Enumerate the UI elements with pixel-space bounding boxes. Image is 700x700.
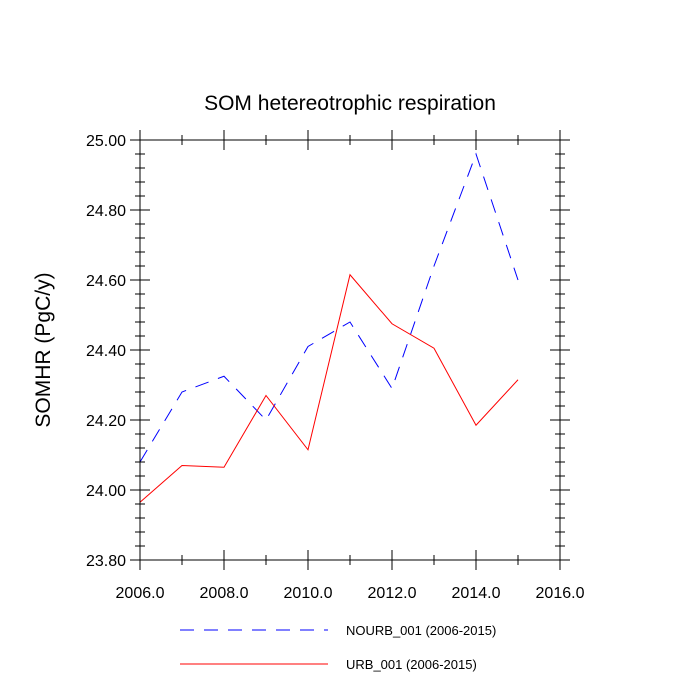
series-line-nourb_001 xyxy=(139,152,519,463)
x-tick-label: 2014.0 xyxy=(452,585,501,602)
y-tick-label: 24.40 xyxy=(86,343,126,360)
x-tick-label: 2016.0 xyxy=(536,585,585,602)
y-tick-label: 24.20 xyxy=(86,413,126,430)
x-tick-label: 2006.0 xyxy=(116,585,165,602)
axes: 2006.0 2008.0 2010.0 2012.0 2014.0 2016.0 23.8… xyxy=(86,130,585,602)
legend-label: NOURB_001 (2006-2015) xyxy=(346,623,496,638)
y-tick-label: 24.00 xyxy=(86,483,126,500)
y-tick-label: 24.60 xyxy=(86,273,126,290)
y-tick-label: 23.80 xyxy=(86,553,126,570)
x-tick-label: 2010.0 xyxy=(284,585,333,602)
x-tick-label: 2008.0 xyxy=(200,585,249,602)
legend-label: URB_001 (2006-2015) xyxy=(346,657,477,672)
y-tick-label: 24.80 xyxy=(86,203,126,220)
chart-title: SOM hetereotrophic respiration xyxy=(204,92,496,115)
y-tick-label: 25.00 xyxy=(86,133,126,150)
plot-frame xyxy=(139,139,561,561)
series-line-urb_001 xyxy=(139,273,519,503)
plot-area xyxy=(139,152,519,503)
x-tick-label: 2012.0 xyxy=(368,585,417,602)
legend: NOURB_001 (2006-2015) URB_001 (2006-2015) xyxy=(180,623,496,672)
y-axis-label: SOMHR (PgC/y) xyxy=(32,272,55,427)
